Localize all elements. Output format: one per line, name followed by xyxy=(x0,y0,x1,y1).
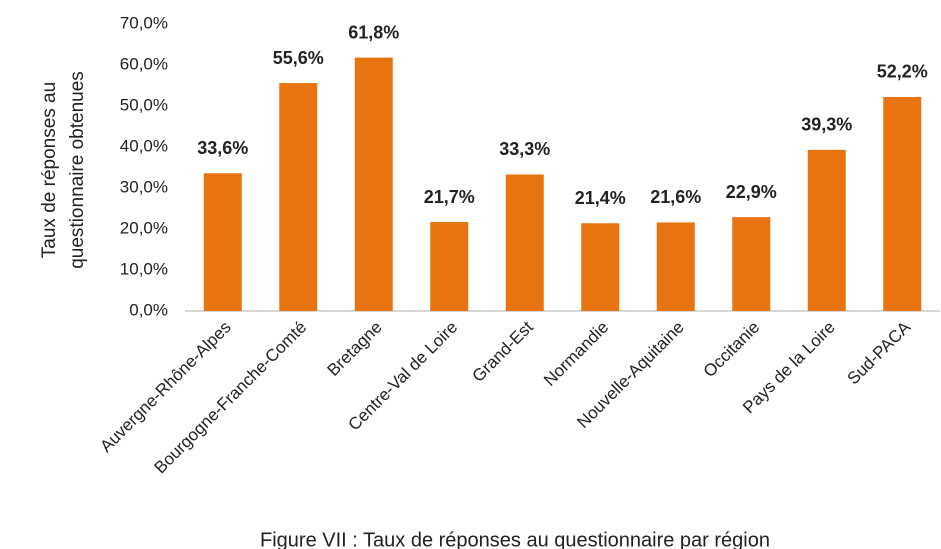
bar xyxy=(354,57,393,312)
y-axis-label: questionnaire obtenues xyxy=(67,71,88,269)
y-tick-label: 20,0% xyxy=(120,218,168,237)
x-tick-label: Occitanie xyxy=(700,318,764,382)
value-label: 55,6% xyxy=(273,48,324,68)
bar xyxy=(883,96,922,311)
value-label: 39,3% xyxy=(801,115,852,135)
value-label: 21,7% xyxy=(424,187,475,207)
y-tick-label: 60,0% xyxy=(120,54,168,73)
bar xyxy=(807,149,846,311)
value-label: 21,4% xyxy=(575,188,626,208)
value-label: 52,2% xyxy=(877,62,928,82)
x-tick-label: Bretagne xyxy=(324,318,386,380)
x-tick-label: Normandie xyxy=(540,318,612,390)
x-tick-label: Auvergne-Rhône-Alpes xyxy=(96,318,234,456)
y-tick-label: 40,0% xyxy=(120,136,168,155)
bar xyxy=(279,83,318,311)
y-tick-label: 10,0% xyxy=(120,259,168,278)
bar xyxy=(203,173,242,311)
x-tick-label: Grand-Est xyxy=(469,317,537,385)
value-label: 61,8% xyxy=(348,22,399,42)
y-tick-label: 70,0% xyxy=(120,13,168,32)
bar xyxy=(505,174,544,311)
bar xyxy=(430,222,469,311)
y-axis-label: Taux de réponses au xyxy=(39,82,60,258)
bar xyxy=(656,222,695,311)
value-label: 33,3% xyxy=(499,139,550,159)
value-label: 21,6% xyxy=(650,187,701,207)
y-tick-label: 0,0% xyxy=(129,300,168,319)
value-label: 33,6% xyxy=(197,138,248,158)
value-label: 22,9% xyxy=(726,182,777,202)
bar xyxy=(581,223,620,311)
x-tick-label: Bourgogne-Franche-Comté xyxy=(150,318,310,478)
caption: Figure VII : Taux de réponses au questio… xyxy=(260,529,770,549)
x-tick-label: Sud-PACA xyxy=(844,317,915,388)
bar xyxy=(732,217,771,311)
y-tick-label: 50,0% xyxy=(120,95,168,114)
y-tick-label: 30,0% xyxy=(120,177,168,196)
